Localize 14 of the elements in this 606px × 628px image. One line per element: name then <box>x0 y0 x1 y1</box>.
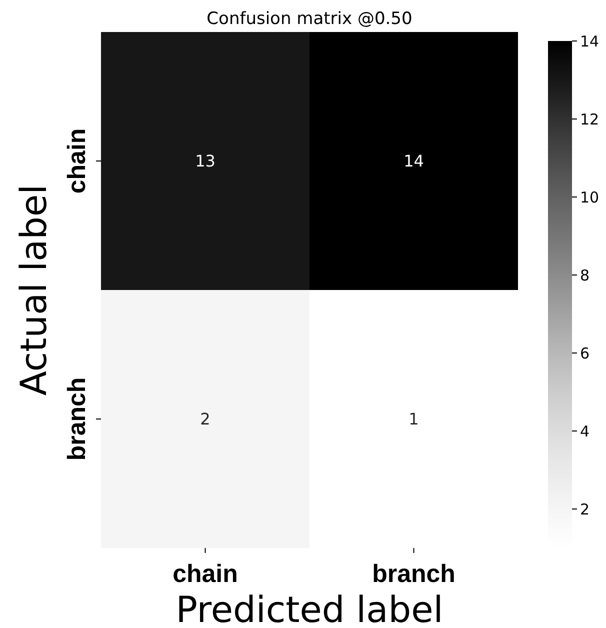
data-label: 2 <box>200 410 210 429</box>
x-axis-title: Predicted label <box>176 590 444 628</box>
color-bar-label: 10 <box>580 188 600 206</box>
color-bar-label: 8 <box>580 266 590 284</box>
y-axis-title: Actual label <box>14 184 55 396</box>
color-bar-label: 12 <box>580 110 600 128</box>
data-label: 13 <box>195 152 216 171</box>
color-bar-label: 2 <box>580 500 590 518</box>
data-label: 1 <box>408 410 419 429</box>
color-bar-label: 6 <box>580 344 590 362</box>
color-bar-label: 14 <box>580 32 600 50</box>
chart-title: Confusion matrix @0.50 <box>206 9 412 29</box>
color-bar-label: 4 <box>580 422 590 440</box>
data-label: 14 <box>404 152 424 171</box>
